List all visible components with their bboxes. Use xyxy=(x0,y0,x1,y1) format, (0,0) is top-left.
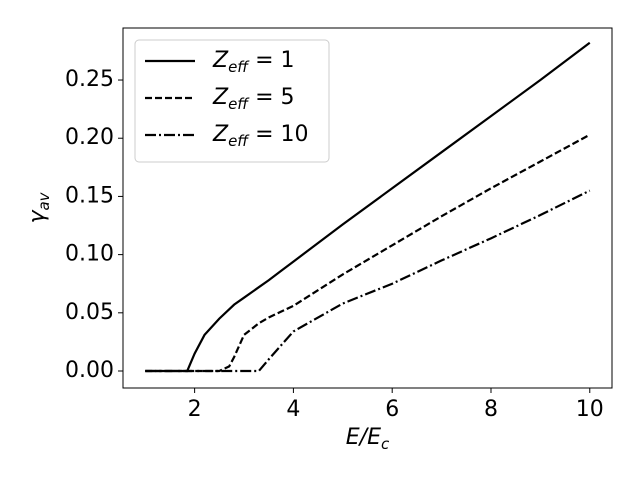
y-tick-label: 0.10 xyxy=(65,242,114,267)
y-tick-label: 0.25 xyxy=(65,67,114,92)
y-axis-label: γav xyxy=(25,191,53,223)
y-tick-label: 0.05 xyxy=(65,300,114,325)
x-tick-label: 8 xyxy=(484,397,498,422)
x-tick-label: 2 xyxy=(188,397,202,422)
legend: Zeff = 1 Zeff = 5 Zeff = 10 xyxy=(134,39,330,163)
x-tick-label: 10 xyxy=(576,397,604,422)
x-tick-label: 4 xyxy=(286,397,300,422)
x-axis-label: E/Ec xyxy=(346,425,390,453)
plot-frame xyxy=(122,27,613,389)
line-series xyxy=(145,189,591,373)
x-tick-label: 6 xyxy=(385,397,399,422)
legend-label: Zeff = 10 xyxy=(212,122,309,150)
legend-label: Zeff = 5 xyxy=(212,85,295,113)
y-tick-label: 0.00 xyxy=(65,358,114,383)
y-tick-label: 0.20 xyxy=(65,125,114,150)
y-tick-label: 0.15 xyxy=(65,183,114,208)
line-series xyxy=(145,41,591,373)
legend-label: Zeff = 1 xyxy=(212,48,295,76)
legend-box xyxy=(134,39,330,163)
